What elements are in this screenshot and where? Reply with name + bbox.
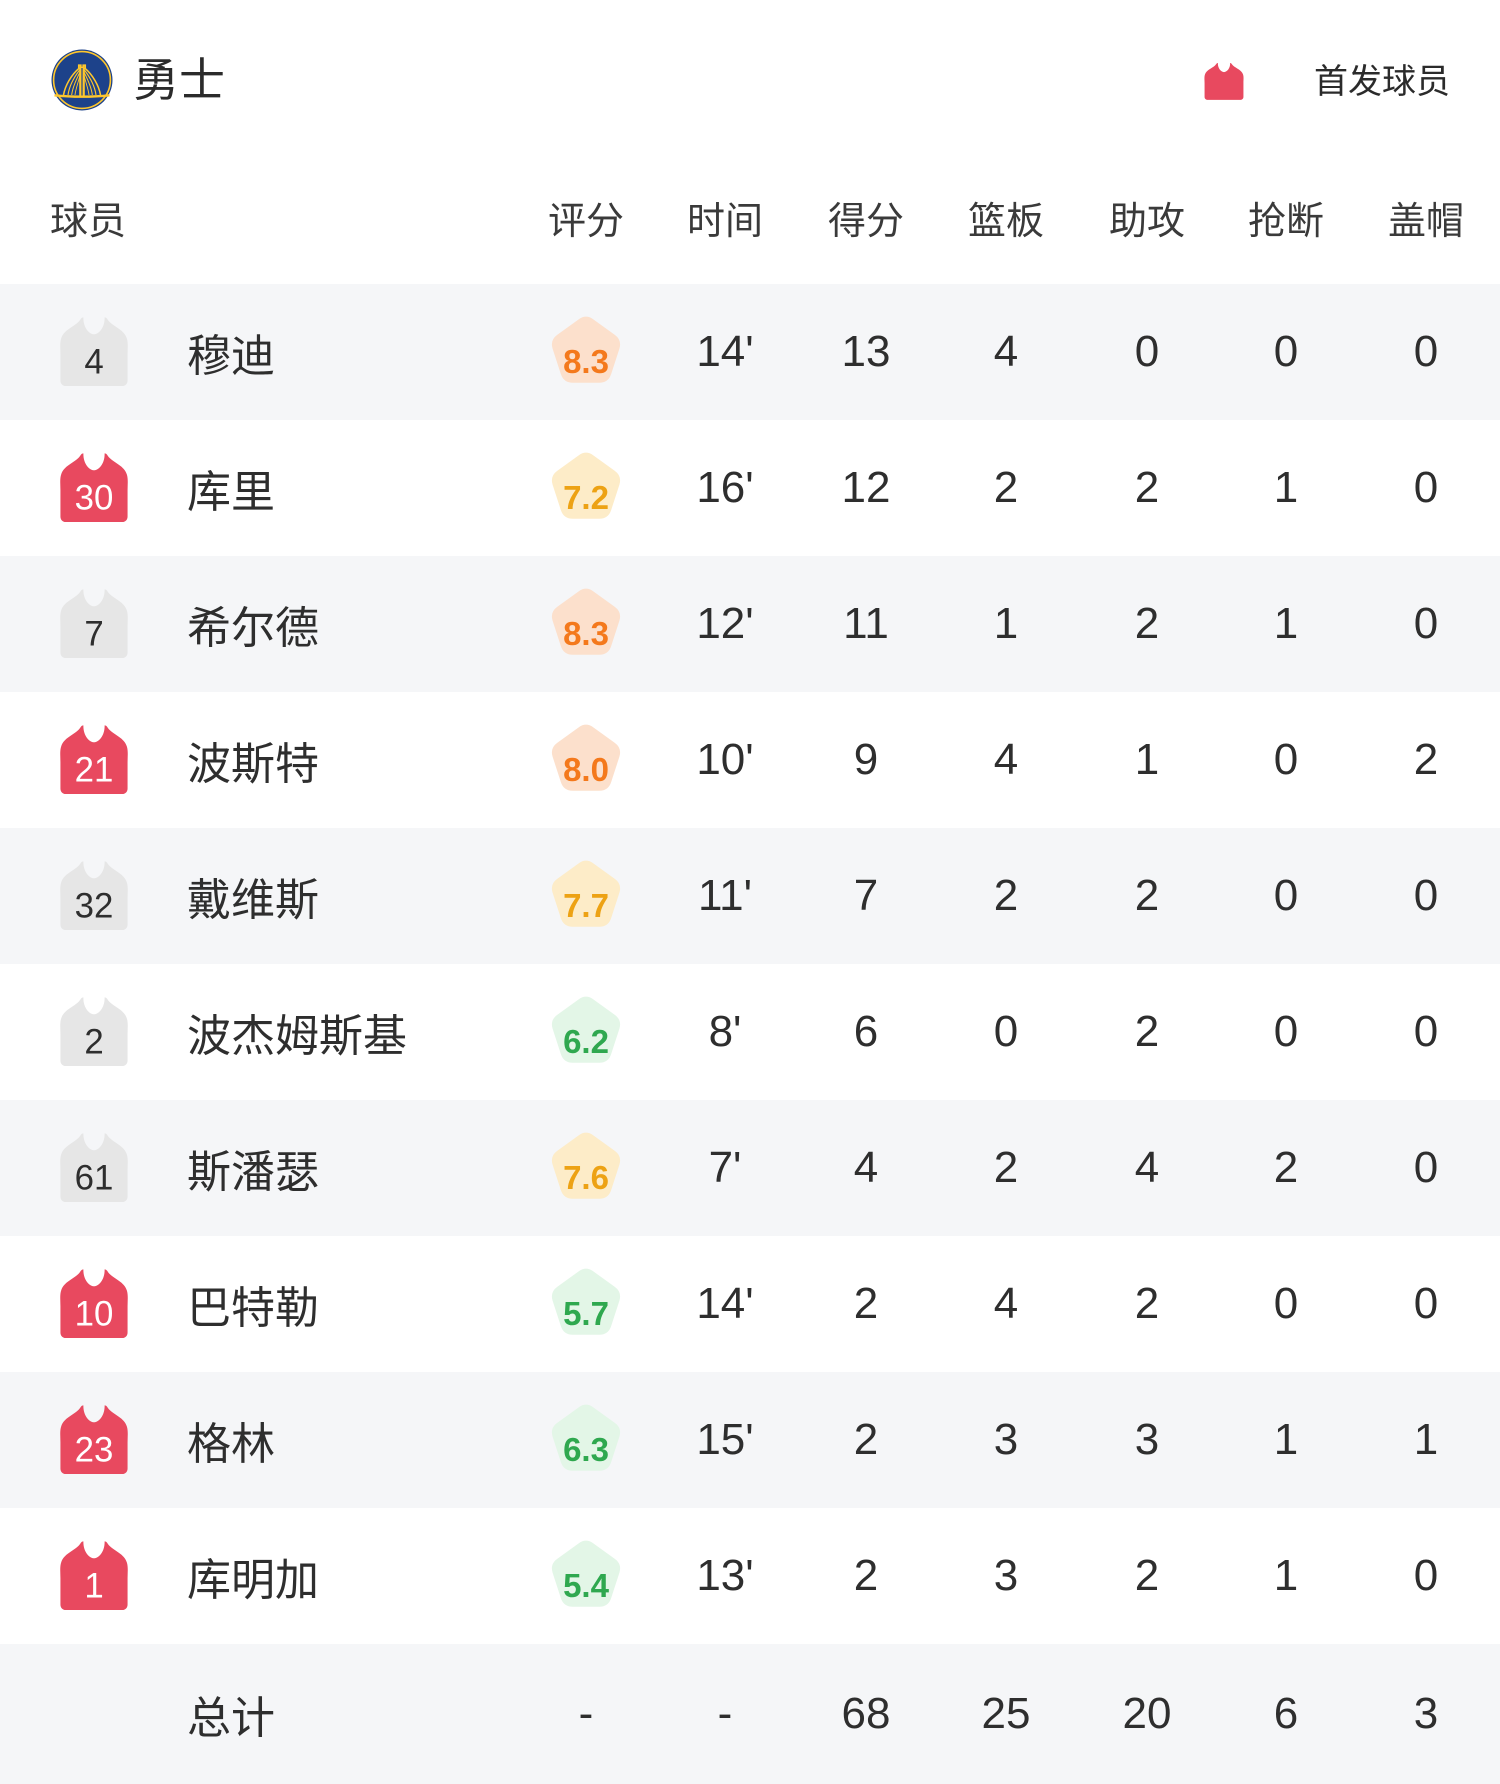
- svg-text:30: 30: [75, 478, 114, 517]
- svg-text:61: 61: [75, 1158, 114, 1197]
- svg-text:7: 7: [84, 614, 103, 653]
- svg-text:2: 2: [84, 1022, 103, 1061]
- svg-text:32: 32: [75, 886, 114, 925]
- svg-text:1: 1: [84, 1566, 103, 1605]
- svg-text:23: 23: [75, 1430, 114, 1469]
- svg-text:21: 21: [75, 750, 114, 789]
- svg-text:10: 10: [75, 1294, 114, 1333]
- svg-text:4: 4: [84, 342, 103, 381]
